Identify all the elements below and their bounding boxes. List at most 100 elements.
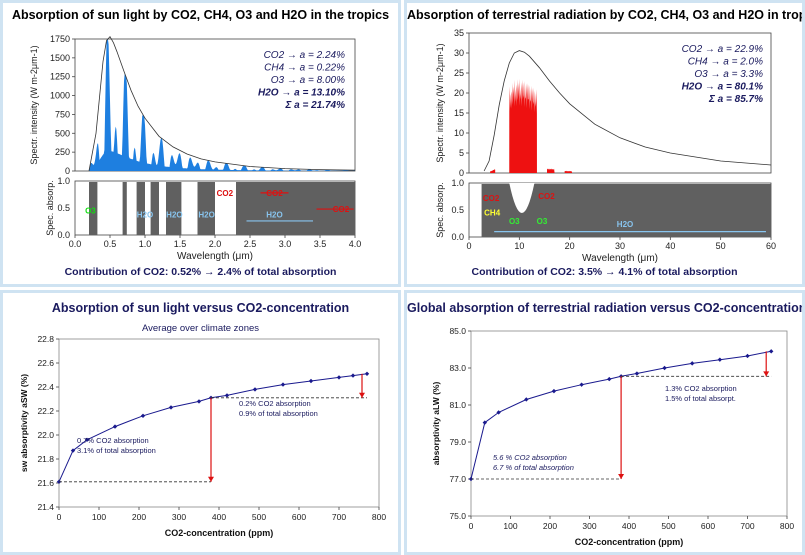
panel-title: Global absorption of terrestrial radiati… xyxy=(407,301,805,315)
upper-y-axis-label: Spectr. intensity (W m-2μm-1) xyxy=(435,43,445,162)
absorptivity-line xyxy=(470,350,772,480)
x-axis-label: Wavelength (μm) xyxy=(177,251,253,262)
x-tick-label: 400 xyxy=(212,512,226,522)
x-axis-label: CO2-concentration (ppm) xyxy=(165,528,274,538)
panel-title: Absorption of terrestrial radiation by C… xyxy=(407,8,805,22)
absorbed-radiation-area xyxy=(547,168,555,173)
band-label: H2O xyxy=(266,210,282,219)
x-tick-label: 400 xyxy=(622,521,636,531)
x-tick-label: 0.5 xyxy=(104,239,117,249)
y-tick-label: 21.8 xyxy=(37,454,54,464)
absorbed-radiation-area xyxy=(490,168,496,173)
y-tick-label: 1000 xyxy=(50,91,70,101)
absorption-band xyxy=(122,182,127,235)
y-axis-label: absorptivity aLW (%) xyxy=(431,382,441,466)
band-label: O3 xyxy=(537,217,548,226)
y-tick-label: 500 xyxy=(55,128,70,138)
annotation-text: 6.7 % of total absorption xyxy=(493,463,574,472)
x-tick-label: 1.5 xyxy=(174,239,187,249)
data-point xyxy=(745,353,750,359)
data-point xyxy=(607,376,612,382)
y-tick-label: 35 xyxy=(454,28,464,38)
data-point xyxy=(140,413,146,418)
lower-y-axis-label: Spec. absorp. xyxy=(435,182,445,238)
annotation-text: 3.1% of total absorption xyxy=(77,446,156,455)
x-tick-label: 20 xyxy=(565,241,575,251)
lower-y-tick-label: 1.0 xyxy=(57,176,70,186)
legend-entry: H2O → a = 13.10% xyxy=(258,88,345,99)
legend-entry: CO2 → a = 22.9% xyxy=(682,44,764,55)
absorbed-sunlight-area xyxy=(89,39,355,171)
intensity-envelope-line xyxy=(483,50,772,172)
x-tick-label: 10 xyxy=(514,241,524,251)
data-point xyxy=(70,448,76,453)
legend-entry: CO2 → a = 2.24% xyxy=(264,50,346,61)
data-point xyxy=(717,357,723,362)
legend-entry: O3 → a = 3.3% xyxy=(694,69,763,80)
legend-entry: H2O → a = 80.1% xyxy=(682,82,764,93)
band-label: H2O xyxy=(617,220,633,229)
y-tick-label: 0 xyxy=(459,168,464,178)
y-tick-label: 30 xyxy=(454,48,464,58)
band-label: O3 xyxy=(85,207,96,216)
absorption-band xyxy=(136,182,145,235)
annotation-text: 0.7% CO2 absorption xyxy=(77,436,149,445)
y-tick-label: 25 xyxy=(454,68,464,78)
panel-lw-spectrum: Absorption of terrestrial radiation by C… xyxy=(404,0,805,287)
legend-entry: CH4 → a = 2.0% xyxy=(688,57,763,68)
data-point xyxy=(280,382,286,387)
y-tick-label: 77.0 xyxy=(449,474,466,484)
sw-spectrum-chart: 0 250 500 750 1000 1250 1500 1750 Spectr. intens… xyxy=(29,34,361,262)
band-label: CO2 xyxy=(538,192,555,201)
band-label: H2O xyxy=(198,210,214,219)
x-tick-label: 3.0 xyxy=(279,239,292,249)
y-axis-label: sw absorptivity aSW (%) xyxy=(19,374,29,472)
data-point xyxy=(482,420,488,425)
x-tick-label: 500 xyxy=(252,512,266,522)
plot-frame xyxy=(58,338,380,508)
absorption-band xyxy=(150,182,159,235)
y-tick-label: 15 xyxy=(454,108,464,118)
x-tick-label: 300 xyxy=(172,512,186,522)
lw-spectrum-chart: 0 5 10 15 20 25 30 35 Spectr. intensity (W m-2μm… xyxy=(435,28,776,264)
x-tick-label: 1.0 xyxy=(139,239,152,249)
legend-entry: Σ a = 21.74% xyxy=(284,100,345,111)
y-tick-label: 20 xyxy=(454,88,464,98)
x-tick-label: 3.5 xyxy=(314,239,327,249)
intensity-envelope-line xyxy=(88,36,356,172)
atmospheric-window xyxy=(509,183,535,213)
x-tick-label: 800 xyxy=(780,521,794,531)
data-point xyxy=(84,437,90,442)
data-point xyxy=(112,424,118,429)
x-axis-label: CO2-concentration (ppm) xyxy=(575,537,684,547)
y-tick-label: 250 xyxy=(55,147,70,157)
y-tick-label: 21.4 xyxy=(37,502,54,512)
x-tick-label: 500 xyxy=(661,521,675,531)
x-tick-label: 200 xyxy=(132,512,146,522)
y-tick-label: 83.0 xyxy=(449,363,466,373)
x-tick-label: 100 xyxy=(92,512,106,522)
x-axis-label: Wavelength (μm) xyxy=(582,253,658,264)
annotation-text: 1.3% CO2 absorption xyxy=(665,384,737,393)
x-tick-label: 0 xyxy=(466,241,471,251)
x-tick-label: 2.0 xyxy=(209,239,222,249)
x-tick-label: 0 xyxy=(57,512,62,522)
x-tick-label: 700 xyxy=(332,512,346,522)
red-arrow-head xyxy=(618,474,625,479)
red-arrow-head xyxy=(763,371,770,377)
lower-y-tick-label: 0.0 xyxy=(57,230,70,240)
red-arrow-head xyxy=(208,476,214,482)
x-tick-label: 0.0 xyxy=(69,239,82,249)
lower-y-tick-label: 0.0 xyxy=(451,232,464,242)
x-tick-label: 600 xyxy=(701,521,715,531)
x-tick-label: 300 xyxy=(582,521,596,531)
co2-contribution-text: Contribution of CO2: 3.5% → 4.1% of tota… xyxy=(471,266,738,278)
y-tick-label: 1500 xyxy=(50,53,70,63)
x-tick-label: 60 xyxy=(766,241,776,251)
y-tick-label: 21.6 xyxy=(37,478,54,488)
absorbed-radiation-area xyxy=(564,170,573,173)
absorption-band xyxy=(89,182,98,235)
annotation-text: 0.2% CO2 absorption xyxy=(239,399,311,408)
x-tick-label: 700 xyxy=(740,521,754,531)
y-tick-label: 22.8 xyxy=(37,334,54,344)
